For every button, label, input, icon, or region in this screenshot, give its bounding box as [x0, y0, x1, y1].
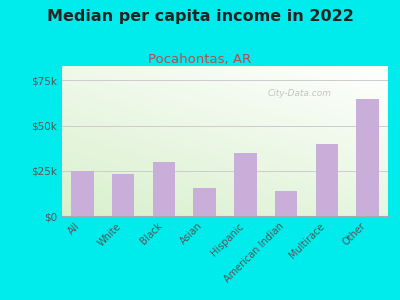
Text: Median per capita income in 2022: Median per capita income in 2022	[46, 9, 354, 24]
Bar	[194, 188, 216, 216]
Bar	[234, 153, 256, 216]
Bar	[112, 174, 134, 216]
Bar	[153, 162, 175, 216]
Bar	[275, 191, 297, 216]
Text: Pocahontas, AR: Pocahontas, AR	[148, 52, 252, 65]
Bar	[356, 98, 379, 216]
Text: City-Data.com: City-Data.com	[268, 88, 332, 98]
Bar	[71, 171, 94, 216]
Bar	[316, 144, 338, 216]
